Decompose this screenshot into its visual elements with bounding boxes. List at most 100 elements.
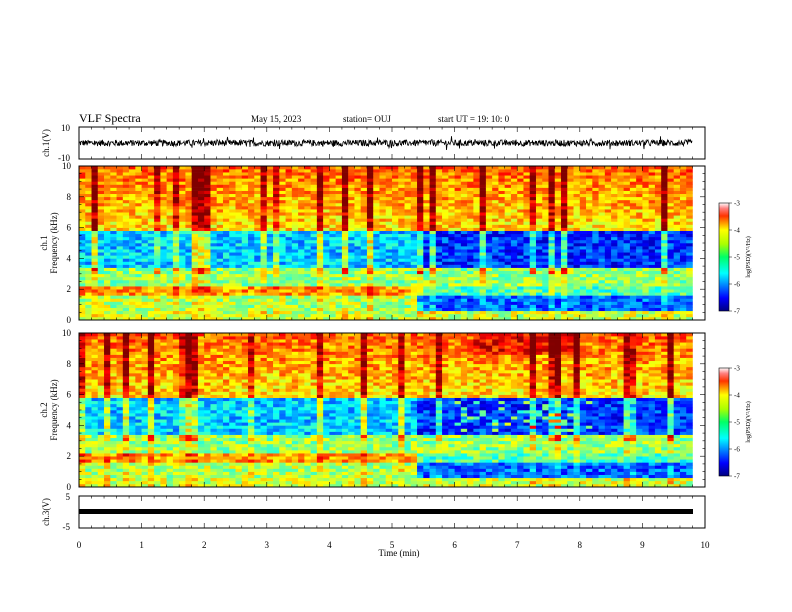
spec-cell xyxy=(661,169,668,173)
spec-cell xyxy=(129,313,136,318)
spec-cell xyxy=(298,292,305,296)
spec-cell xyxy=(442,206,449,210)
spec-cell xyxy=(629,209,637,213)
spec-cell xyxy=(348,178,355,182)
spec-cell xyxy=(291,255,299,259)
spec-cell xyxy=(561,239,568,244)
spec-cell xyxy=(567,181,574,185)
spec-cell xyxy=(385,267,393,272)
spec-cell xyxy=(498,283,505,287)
spec-cell xyxy=(323,264,330,268)
spec-cell xyxy=(498,224,505,228)
spec-cell xyxy=(341,190,349,195)
spec-cell xyxy=(122,267,130,272)
spec-cell xyxy=(260,310,268,315)
spec-cell xyxy=(510,301,518,305)
spec-cell xyxy=(398,224,405,228)
spec-cell xyxy=(654,273,662,278)
spec-cell xyxy=(160,172,167,176)
spec-cell xyxy=(517,209,524,213)
spec-cell xyxy=(542,246,549,250)
spec-cell xyxy=(104,199,111,204)
spec-cell xyxy=(611,252,618,256)
spec-cell xyxy=(404,267,412,272)
spec-cell xyxy=(304,270,311,275)
spec-cell xyxy=(172,187,180,191)
spec-cell xyxy=(79,166,86,170)
spec-cell xyxy=(661,190,668,195)
spec-cell xyxy=(129,166,136,170)
spec-cell xyxy=(467,181,474,185)
spec-cell xyxy=(135,298,142,302)
spec-cell xyxy=(210,298,218,302)
spec-cell xyxy=(210,236,218,241)
spec-cell xyxy=(197,187,205,191)
spec-cell xyxy=(316,236,324,241)
spec-cell xyxy=(604,178,612,182)
spec-cell xyxy=(498,187,505,191)
spec-cell xyxy=(429,304,437,308)
spec-cell xyxy=(548,166,556,170)
spec-cell xyxy=(404,239,412,244)
spec-cell xyxy=(166,169,174,173)
spec-cell xyxy=(285,221,293,225)
spec-cell xyxy=(417,227,424,231)
spec-cell xyxy=(373,184,380,188)
spec-cell xyxy=(554,304,562,308)
spec-cell xyxy=(373,202,380,207)
spec-cell xyxy=(323,249,330,253)
spec-cell xyxy=(492,233,499,238)
spec-cell xyxy=(166,236,174,241)
spec-cell xyxy=(285,239,293,244)
spec-cell xyxy=(648,313,656,318)
spec-cell xyxy=(79,169,86,173)
spec-cell xyxy=(91,307,99,312)
spec-cell xyxy=(229,193,236,198)
spec-cell xyxy=(661,178,668,182)
spec-cell xyxy=(310,313,318,318)
spec-cell xyxy=(554,209,562,213)
spec-cell xyxy=(335,209,343,213)
spec-cell xyxy=(611,230,618,235)
spec-cell xyxy=(241,227,249,231)
spec-cell xyxy=(222,289,230,293)
spec-cell xyxy=(498,181,505,185)
spec-cell xyxy=(360,249,368,253)
spec-cell xyxy=(179,236,186,241)
spec-cell xyxy=(535,175,543,179)
spec-cell xyxy=(385,313,393,318)
spec-cell xyxy=(154,264,161,268)
spec-cell xyxy=(79,292,86,296)
spec-cell xyxy=(216,246,224,250)
spec-cell xyxy=(460,307,468,312)
spec-cell xyxy=(548,193,556,198)
spec-cell xyxy=(485,215,493,219)
spec-cell xyxy=(435,276,443,281)
spec-cell xyxy=(523,249,531,253)
spec-cell xyxy=(567,193,574,198)
spec-cell xyxy=(629,239,637,244)
spec-cell xyxy=(567,279,574,284)
spec-cell xyxy=(592,209,599,213)
spec-cell xyxy=(623,199,631,204)
spec-cell xyxy=(429,184,437,188)
spec-cell xyxy=(260,304,268,308)
spec-cell xyxy=(323,295,330,299)
spec-cell xyxy=(135,249,142,253)
spec-cell xyxy=(442,239,449,244)
spec-cell xyxy=(629,166,637,170)
spec-cell xyxy=(141,252,149,256)
spec-cell xyxy=(147,230,155,235)
spec-cell xyxy=(204,221,211,225)
spec-cell xyxy=(354,261,361,265)
spec-cell xyxy=(498,215,505,219)
spec-cell xyxy=(629,246,637,250)
spec-cell xyxy=(654,187,662,191)
spec-cell xyxy=(617,178,624,182)
spec-cell xyxy=(623,286,631,290)
spec-cell xyxy=(204,289,211,293)
spec-cell xyxy=(222,264,230,268)
spec-cell xyxy=(429,181,437,185)
spec-cell xyxy=(191,233,199,238)
spec-cell xyxy=(523,187,531,191)
